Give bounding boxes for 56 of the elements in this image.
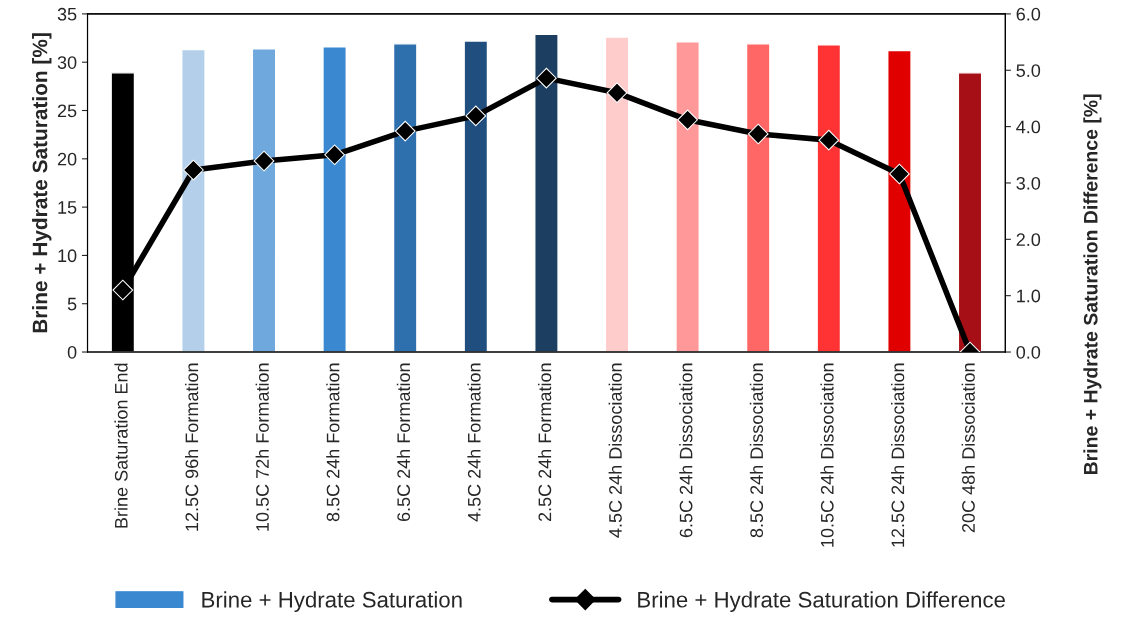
bar: [816, 44, 842, 353]
y-tick-label: 10: [58, 249, 77, 263]
y2-tick-label: 6.0: [1016, 7, 1041, 21]
y-tick-label: 25: [57, 104, 77, 118]
legend-label: Brine + Hydrate Saturation: [202, 591, 462, 612]
x-tick-label: 20C 48h Dissociation: [961, 363, 975, 533]
bar: [745, 43, 771, 353]
point: [889, 163, 910, 185]
x-tick-label: 6.5C 24h Dissociation: [679, 363, 693, 538]
bar: [181, 48, 206, 353]
point: [536, 67, 557, 89]
y2-axis-title: Brine + Hydrate Saturation Difference [%]: [1083, 94, 1102, 475]
bar: [604, 36, 630, 353]
point: [112, 279, 134, 301]
point: [183, 159, 204, 181]
x-tick-label: 12.5C 96h Formation: [185, 363, 199, 531]
bar: [392, 43, 418, 353]
bar: [463, 40, 489, 353]
y-tick-label: 20: [57, 152, 77, 166]
point: [747, 123, 769, 145]
bar: [675, 41, 700, 353]
y2-tick-label: 4.0: [1016, 120, 1041, 134]
y2-tick-label: 5.0: [1016, 64, 1041, 77]
point: [606, 82, 628, 104]
x-tick-label: 8.5C 24h Formation: [326, 363, 340, 522]
y-tick-label: 5: [67, 297, 77, 311]
point: [465, 105, 487, 127]
x-tick-label: 2.5C 24h Formation: [538, 363, 552, 522]
bar: [322, 46, 347, 353]
bar: [887, 49, 912, 353]
y2-tick-label: 2.0: [1016, 233, 1041, 247]
bar: [534, 33, 559, 353]
y-tick-label: 0: [67, 345, 77, 359]
point: [394, 120, 416, 142]
y-tick-label: 35: [57, 7, 77, 21]
x-tick-label: Brine Saturation End: [114, 363, 128, 528]
y-axis-title: Brine + Hydrate Saturation [%]: [32, 33, 52, 333]
y2-tick-label: 0.0: [1016, 345, 1041, 359]
x-tick-label: 4.5C 24h Formation: [467, 363, 481, 522]
point: [324, 144, 345, 166]
y2-tick-label: 1.0: [1017, 289, 1041, 303]
point: [253, 150, 275, 172]
y2-tick-label: 3.0: [1016, 176, 1041, 190]
bar: [251, 47, 277, 353]
x-tick-label: 4.5C 24h Dissociation: [608, 363, 622, 538]
x-tick-label: 6.5C 24h Formation: [396, 363, 411, 522]
legend-label: Brine + Hydrate Saturation Difference: [638, 591, 1005, 612]
y-tick-label: 30: [57, 56, 77, 69]
point: [818, 129, 840, 151]
bar: [957, 72, 983, 353]
x-tick-label: 12.5C 24h Dissociation: [891, 363, 905, 547]
x-tick-label: 10.5C 24h Dissociation: [820, 363, 834, 547]
point: [677, 109, 698, 131]
y-tick-label: 15: [58, 201, 77, 214]
x-tick-label: 10.5C 72h Formation: [255, 363, 269, 531]
x-tick-label: 8.5C 24h Dissociation: [749, 363, 764, 538]
